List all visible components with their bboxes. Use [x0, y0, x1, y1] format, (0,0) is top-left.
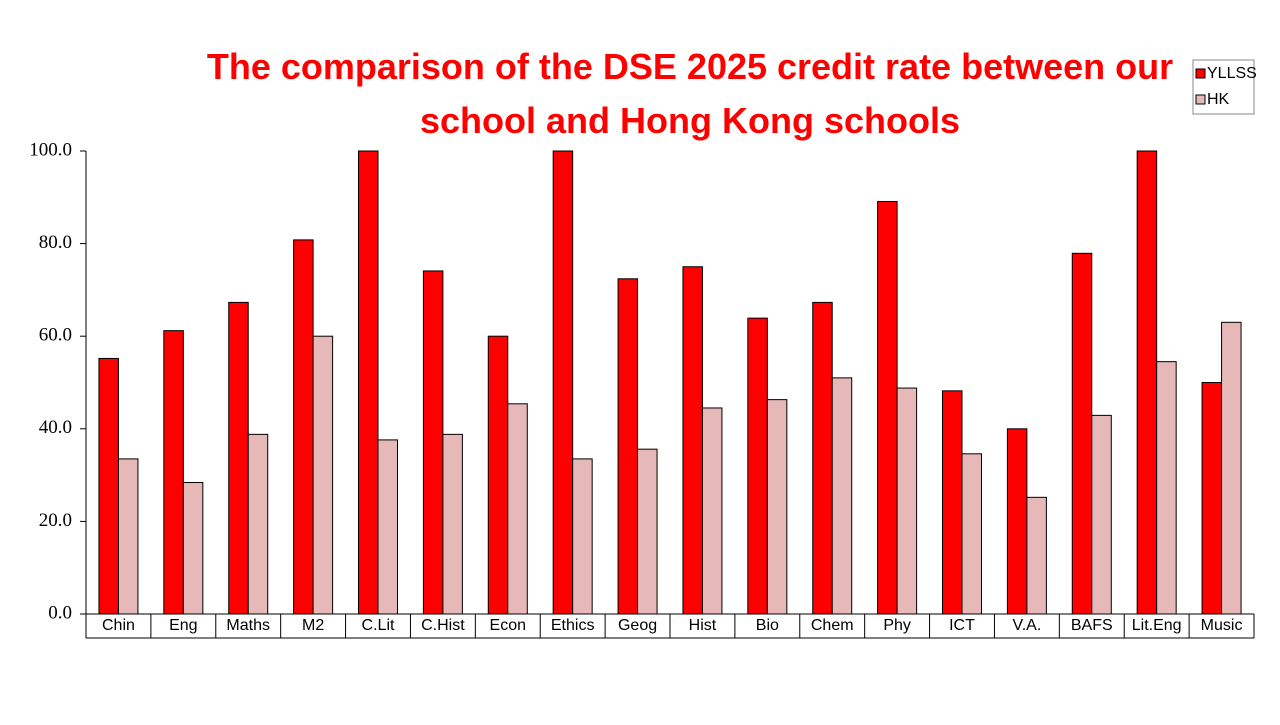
legend-swatch — [1195, 68, 1206, 79]
x-tick-label: Hist — [689, 617, 717, 634]
x-tick-label: Eng — [169, 617, 197, 634]
bar — [117, 458, 139, 615]
y-tick-label: 20.0 — [39, 510, 72, 531]
x-tick-label: Geog — [618, 617, 657, 634]
y-tick-label: 0.0 — [48, 602, 72, 623]
bar — [896, 387, 918, 615]
bar — [442, 433, 463, 615]
x-tick-label: Maths — [226, 617, 270, 634]
bar — [766, 399, 788, 615]
bar — [942, 390, 963, 615]
bar — [1201, 382, 1223, 615]
bar — [1026, 496, 1047, 615]
x-tick-label: C.Hist — [421, 617, 465, 634]
x-tick-label: V.A. — [1013, 617, 1042, 634]
x-tick-label: ICT — [949, 617, 975, 634]
bar — [572, 458, 593, 615]
chart-title: The comparison of the DSE 2025 credit ra… — [206, 46, 1174, 141]
x-tick-label: Bio — [756, 617, 779, 634]
bar — [682, 266, 703, 615]
bar — [163, 330, 184, 615]
bar — [701, 407, 723, 615]
bar — [487, 335, 509, 615]
bar — [637, 448, 658, 615]
bar — [293, 239, 314, 615]
legend-swatch — [1195, 94, 1206, 105]
bar — [961, 453, 982, 615]
bar — [358, 150, 379, 615]
bar — [247, 433, 269, 615]
y-tick-label: 60.0 — [39, 325, 72, 346]
x-tick-label: Music — [1201, 617, 1243, 634]
bar — [812, 301, 833, 615]
legend-label: HK — [1207, 91, 1230, 108]
bar — [507, 403, 528, 615]
bar — [312, 335, 334, 615]
bar — [552, 150, 574, 615]
bar — [1006, 428, 1028, 615]
x-tick-label: Econ — [490, 617, 526, 634]
y-tick-label: 40.0 — [39, 417, 72, 438]
bar — [1156, 361, 1177, 615]
y-tick-label: 80.0 — [39, 232, 72, 253]
bar — [1071, 252, 1093, 615]
bar — [1091, 414, 1112, 615]
x-tick-label: Chem — [811, 617, 854, 634]
x-tick-label: Chin — [102, 617, 135, 634]
bar — [228, 301, 249, 615]
bar — [617, 278, 639, 615]
legend-label: YLLSS — [1207, 65, 1257, 82]
bar — [747, 317, 768, 615]
y-tick-label: 100.0 — [29, 139, 72, 160]
bar — [98, 357, 119, 615]
x-tick-label: C.Lit — [362, 617, 395, 634]
bar — [377, 439, 398, 615]
bar — [877, 200, 898, 615]
bar — [1221, 321, 1242, 615]
bar — [831, 377, 853, 615]
bar — [182, 482, 204, 615]
bar — [422, 270, 444, 615]
x-tick-label: Ethics — [551, 617, 595, 634]
x-tick-label: Lit.Eng — [1132, 617, 1182, 634]
x-tick-label: M2 — [302, 617, 324, 634]
x-tick-label: Phy — [883, 617, 911, 634]
x-tick-label: BAFS — [1071, 617, 1113, 634]
bar — [1136, 150, 1158, 615]
